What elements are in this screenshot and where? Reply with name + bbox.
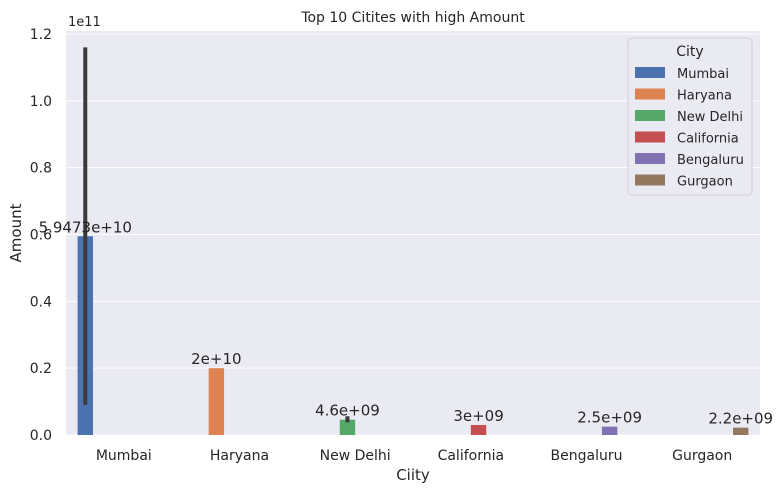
bar-gurgaon (733, 427, 749, 435)
x-tick-label: Gurgaon (672, 448, 732, 464)
y-axis-ticks: 0.0 0.2 0.4 0.6 0.8 1.0 1.2 (30, 27, 52, 444)
legend-entry: California (677, 132, 739, 147)
legend-entry: Haryana (677, 89, 732, 104)
x-tick-label: New Delhi (320, 448, 391, 464)
legend-swatch (635, 174, 665, 186)
y-axis-offset-label: 1e11 (68, 15, 101, 30)
x-axis-ticks: Mumbai Haryana New Delhi California Bengalur… (96, 448, 732, 464)
legend-entry: Bengaluru (677, 153, 744, 168)
x-tick-label: Haryana (210, 448, 269, 464)
legend-swatch (635, 110, 665, 121)
legend-swatch (635, 131, 665, 143)
data-label: 5.9473e+10 (39, 218, 132, 236)
x-axis-label: Ciity (396, 466, 430, 484)
bar-haryana (208, 368, 225, 435)
legend-entry: Mumbai (677, 67, 729, 82)
y-tick-label: 1.2 (30, 27, 52, 43)
legend-entry: New Delhi (677, 110, 743, 125)
y-tick-label: 0.6 (30, 228, 52, 244)
y-axis-label: Amount (7, 203, 25, 262)
data-label: 2.2e+09 (708, 410, 773, 428)
y-tick-label: 0.8 (30, 161, 52, 177)
legend-swatch (635, 67, 665, 78)
y-tick-label: 0.0 (30, 428, 52, 444)
bar-new-delhi (339, 419, 356, 435)
x-tick-label: California (438, 448, 504, 464)
data-label: 3e+09 (453, 407, 503, 425)
chart-title: Top 10 Citites with high Amount (300, 10, 525, 26)
y-tick-label: 0.2 (30, 361, 52, 377)
y-tick-label: 1.0 (30, 94, 52, 110)
data-labels: 5.9473e+10 2e+10 4.6e+09 3e+09 2.5e+09 2.2e+0… (39, 218, 774, 427)
x-tick-label: Bengaluru (551, 448, 623, 464)
legend-swatch (635, 88, 665, 100)
y-tick-label: 0.4 (30, 294, 52, 310)
bar-bengaluru (601, 426, 618, 435)
bar-california (470, 424, 487, 435)
data-label: 4.6e+09 (315, 402, 380, 420)
x-tick-label: Mumbai (96, 448, 152, 464)
legend-entry: Gurgaon (677, 175, 733, 190)
error-bars (83, 47, 350, 423)
legend: City Mumbai Haryana New Delhi California Ben… (627, 37, 753, 196)
data-label: 2.5e+09 (577, 409, 642, 427)
legend-swatch (635, 153, 665, 164)
data-label: 2e+10 (191, 350, 241, 368)
legend-title: City (676, 44, 703, 60)
